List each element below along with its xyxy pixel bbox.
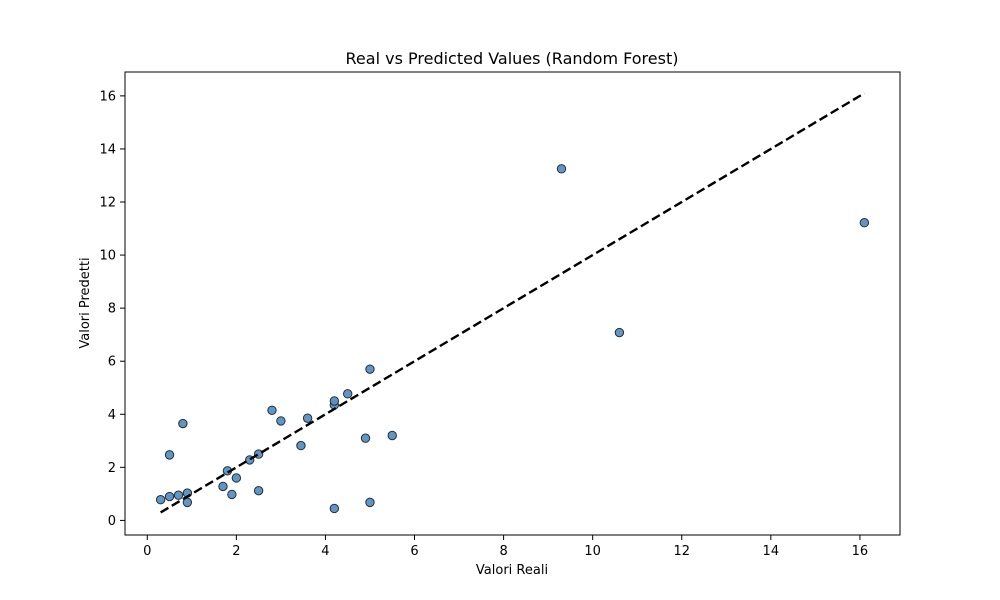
y-tick-label: 10 (99, 249, 116, 264)
data-point (267, 405, 277, 415)
x-tick-label: 8 (499, 544, 507, 559)
plot-area: 0 2 4 6 8 10 12 14 16 0 2 4 6 8 10 12 14 16 (99, 89, 870, 559)
chart-title: Real vs Predicted Values (Random Forest) (346, 49, 679, 68)
data-point (164, 491, 175, 502)
data-point (859, 218, 870, 228)
data-point (329, 503, 340, 514)
x-tick-label: 6 (410, 544, 418, 559)
data-point (182, 497, 193, 508)
y-tick-label: 14 (99, 142, 116, 157)
data-point (365, 364, 375, 374)
y-tick-label: 16 (99, 89, 116, 104)
y-tick-label: 6 (108, 355, 116, 370)
x-axis-label: Valori Reali (476, 563, 548, 578)
x-tick-label: 10 (584, 544, 601, 559)
data-point (302, 413, 313, 423)
x-tick-label: 14 (763, 544, 780, 559)
x-tick-label: 2 (232, 544, 240, 559)
y-tick-label: 4 (108, 408, 116, 423)
y-tick-label: 2 (108, 461, 116, 476)
data-point (343, 389, 353, 399)
data-point (296, 440, 306, 451)
data-point (218, 481, 228, 492)
data-point (614, 327, 625, 338)
x-tick-label: 0 (143, 544, 151, 559)
data-point (164, 450, 175, 460)
data-point (387, 430, 397, 441)
y-axis-label: Valori Predetti (78, 257, 93, 348)
data-point (178, 418, 188, 429)
data-point (227, 489, 237, 500)
data-point (365, 497, 375, 508)
data-point (253, 485, 264, 496)
x-tick-label: 16 (852, 544, 869, 559)
x-tick-label: 4 (321, 544, 329, 559)
y-tick-label: 0 (108, 514, 116, 529)
data-point (276, 416, 286, 426)
data-point (329, 396, 340, 406)
reference-line (160, 92, 865, 514)
x-tick-label: 12 (673, 544, 690, 559)
y-tick-label: 8 (108, 302, 116, 317)
data-point (556, 164, 567, 174)
plot-frame (124, 71, 901, 536)
data-point (155, 495, 166, 505)
data-point (360, 433, 371, 443)
y-tick-label: 12 (99, 196, 116, 211)
data-point (231, 473, 242, 483)
data-point (173, 490, 184, 500)
